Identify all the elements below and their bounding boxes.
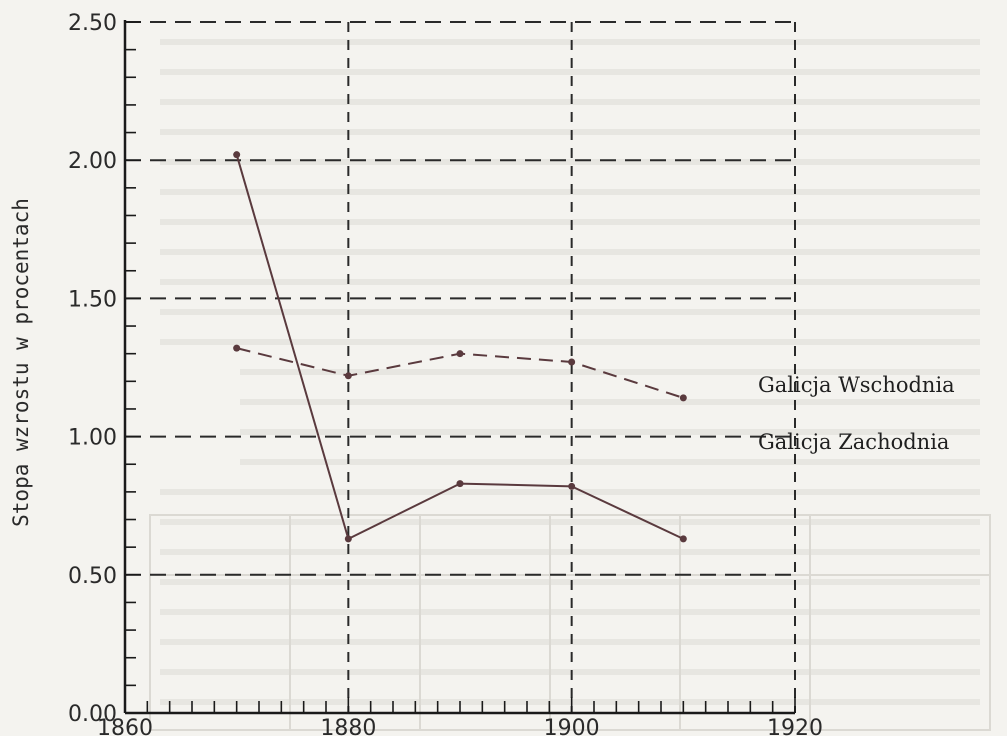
chart-grid <box>125 21 796 713</box>
chart-ticks: 1860 1880 1900 1920 0.00 0.50 1.00 1.50 2.00 2.50 <box>68 11 823 736</box>
y-tick-label: 2.50 <box>68 11 117 36</box>
y-tick-label: 0.50 <box>68 564 117 589</box>
data-point <box>568 482 576 490</box>
data-point <box>679 535 687 543</box>
y-tick-label: 1.50 <box>68 287 117 312</box>
data-point <box>233 344 241 352</box>
y-tick-label: 0.00 <box>68 702 117 727</box>
data-point <box>344 535 352 543</box>
x-tick-label: 1860 <box>97 716 153 736</box>
data-point <box>233 151 241 159</box>
data-point <box>456 480 464 488</box>
x-tick-label: 1920 <box>767 716 823 736</box>
x-tick-label: 1900 <box>544 716 600 736</box>
data-point <box>344 372 352 380</box>
y-tick-label: 2.00 <box>68 149 117 174</box>
x-tick-label: 1880 <box>320 716 376 736</box>
series-label-galicja-zachodnia: Galicja Zachodnia <box>758 430 949 454</box>
y-axis-title: Stopa wzrostu w procentach <box>9 198 33 527</box>
data-point <box>568 358 576 366</box>
data-point <box>679 394 687 402</box>
data-point <box>456 350 464 358</box>
chart-series <box>233 151 687 543</box>
series-label-galicja-wschodnia: Galicja Wschodnia <box>758 373 955 397</box>
chart-labels: Stopa wzrostu w procentach Galicja Wschod… <box>9 198 955 527</box>
y-tick-label: 1.00 <box>68 426 117 451</box>
